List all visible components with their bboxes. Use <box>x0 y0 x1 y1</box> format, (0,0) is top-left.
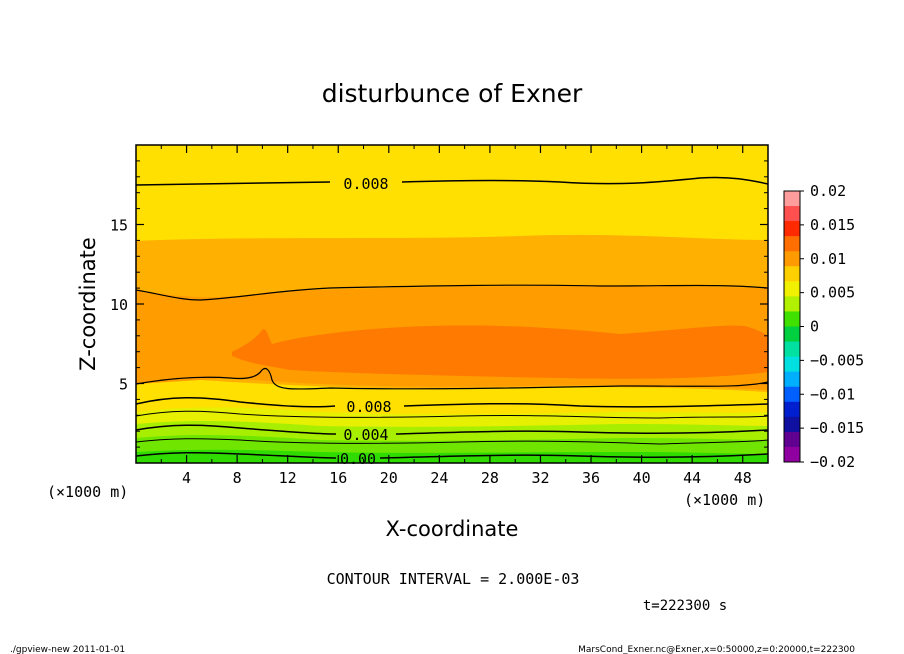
chart-title: disturbunce of Exner <box>322 79 583 108</box>
contour-label: 0.004 <box>343 426 388 444</box>
contour-label: 0.008 <box>343 175 388 193</box>
colorbar-swatch <box>784 236 800 252</box>
colorbar-tick-label: 0.005 <box>810 284 855 302</box>
band-orange-dark <box>232 325 768 379</box>
colorbar-swatch <box>784 371 800 388</box>
contour-line <box>135 176 769 186</box>
contour-label: 0.008 <box>346 398 391 416</box>
colorbar-tick-label: 0.015 <box>810 216 855 234</box>
colorbar-tick-label: 0.02 <box>810 182 846 200</box>
colorbar-swatch <box>784 251 800 267</box>
colorbar-tick-label: 0 <box>810 318 819 336</box>
colorbar-swatch <box>784 221 800 237</box>
contour-line <box>135 424 769 435</box>
x-tick-label: 24 <box>430 469 448 487</box>
colorbar-swatch <box>784 431 800 448</box>
x-axis-label: X-coordinate <box>386 517 519 541</box>
colorbar-swatch <box>784 296 800 312</box>
colorbar-tick-label: −0.01 <box>810 385 855 403</box>
colorbar <box>783 190 801 463</box>
y-tick-label: 10 <box>110 296 128 314</box>
colorbar-swatch <box>784 191 800 207</box>
y-tick-label: 15 <box>110 217 128 235</box>
y-axis-label: Z-coordinate <box>76 237 100 371</box>
colorbar-swatch <box>784 446 800 463</box>
x-tick-label: 20 <box>380 469 398 487</box>
colorbar-swatch <box>784 341 800 358</box>
x-tick-label: 44 <box>683 469 701 487</box>
colorbar-swatch <box>784 356 800 373</box>
x-tick-label: 12 <box>279 469 297 487</box>
x-tick-label: 32 <box>531 469 549 487</box>
colorbar-tick-label: 0.01 <box>810 250 846 268</box>
contour-line <box>135 367 769 390</box>
x-tick-label: 4 <box>182 469 191 487</box>
y-axis: 5 10 15 <box>110 160 768 448</box>
colorbar-swatch <box>784 326 800 343</box>
colorbar-swatch <box>784 266 800 282</box>
x-unit-left: (×1000 m) <box>47 483 128 501</box>
time-text: t=222300 s <box>643 598 727 614</box>
contour-line <box>135 451 769 459</box>
x-axis: 4 8 12 16 20 24 28 32 36 40 44 48 <box>160 145 752 487</box>
contour-line <box>135 284 769 301</box>
contour-line <box>135 410 769 419</box>
x-tick-label: 16 <box>329 469 347 487</box>
x-tick-label: 48 <box>734 469 752 487</box>
colorbar-swatch <box>784 311 800 327</box>
x-tick-label: 28 <box>481 469 499 487</box>
colorbar-tick-label: −0.02 <box>810 453 855 471</box>
contour-interval-text: CONTOUR INTERVAL = 2.000E-03 <box>327 570 580 588</box>
x-tick-label: 8 <box>233 469 242 487</box>
footer-right: MarsCond_Exner.nc@Exner,x=0:50000,z=0:20… <box>578 645 855 654</box>
colorbar-swatch <box>784 386 800 403</box>
contour-line <box>135 396 769 408</box>
colorbar-tick-label: −0.005 <box>810 351 864 369</box>
y-tick-label: 5 <box>119 376 128 394</box>
contour-label: 0.00 <box>340 450 376 468</box>
colorbar-swatch <box>784 416 800 433</box>
footer-left: ./gpview-new 2011-01-01 <box>10 645 125 654</box>
x-tick-label: 36 <box>582 469 600 487</box>
colorbar-swatch <box>784 401 800 418</box>
colorbar-swatch <box>784 206 800 222</box>
x-tick-label: 40 <box>633 469 651 487</box>
x-unit-right: (×1000 m) <box>684 491 765 509</box>
colorbar-swatch <box>784 281 800 297</box>
contour-lines <box>135 176 769 459</box>
plot-area: 0.008 0.008 0.004 0.00 <box>135 144 769 468</box>
colorbar-tick-label: −0.015 <box>810 419 864 437</box>
colorbar-ticks: 0.02 0.015 0.01 0.005 0 −0.005 −0.01 −0.015 −0.0… <box>800 182 864 471</box>
contour-line <box>135 438 769 445</box>
